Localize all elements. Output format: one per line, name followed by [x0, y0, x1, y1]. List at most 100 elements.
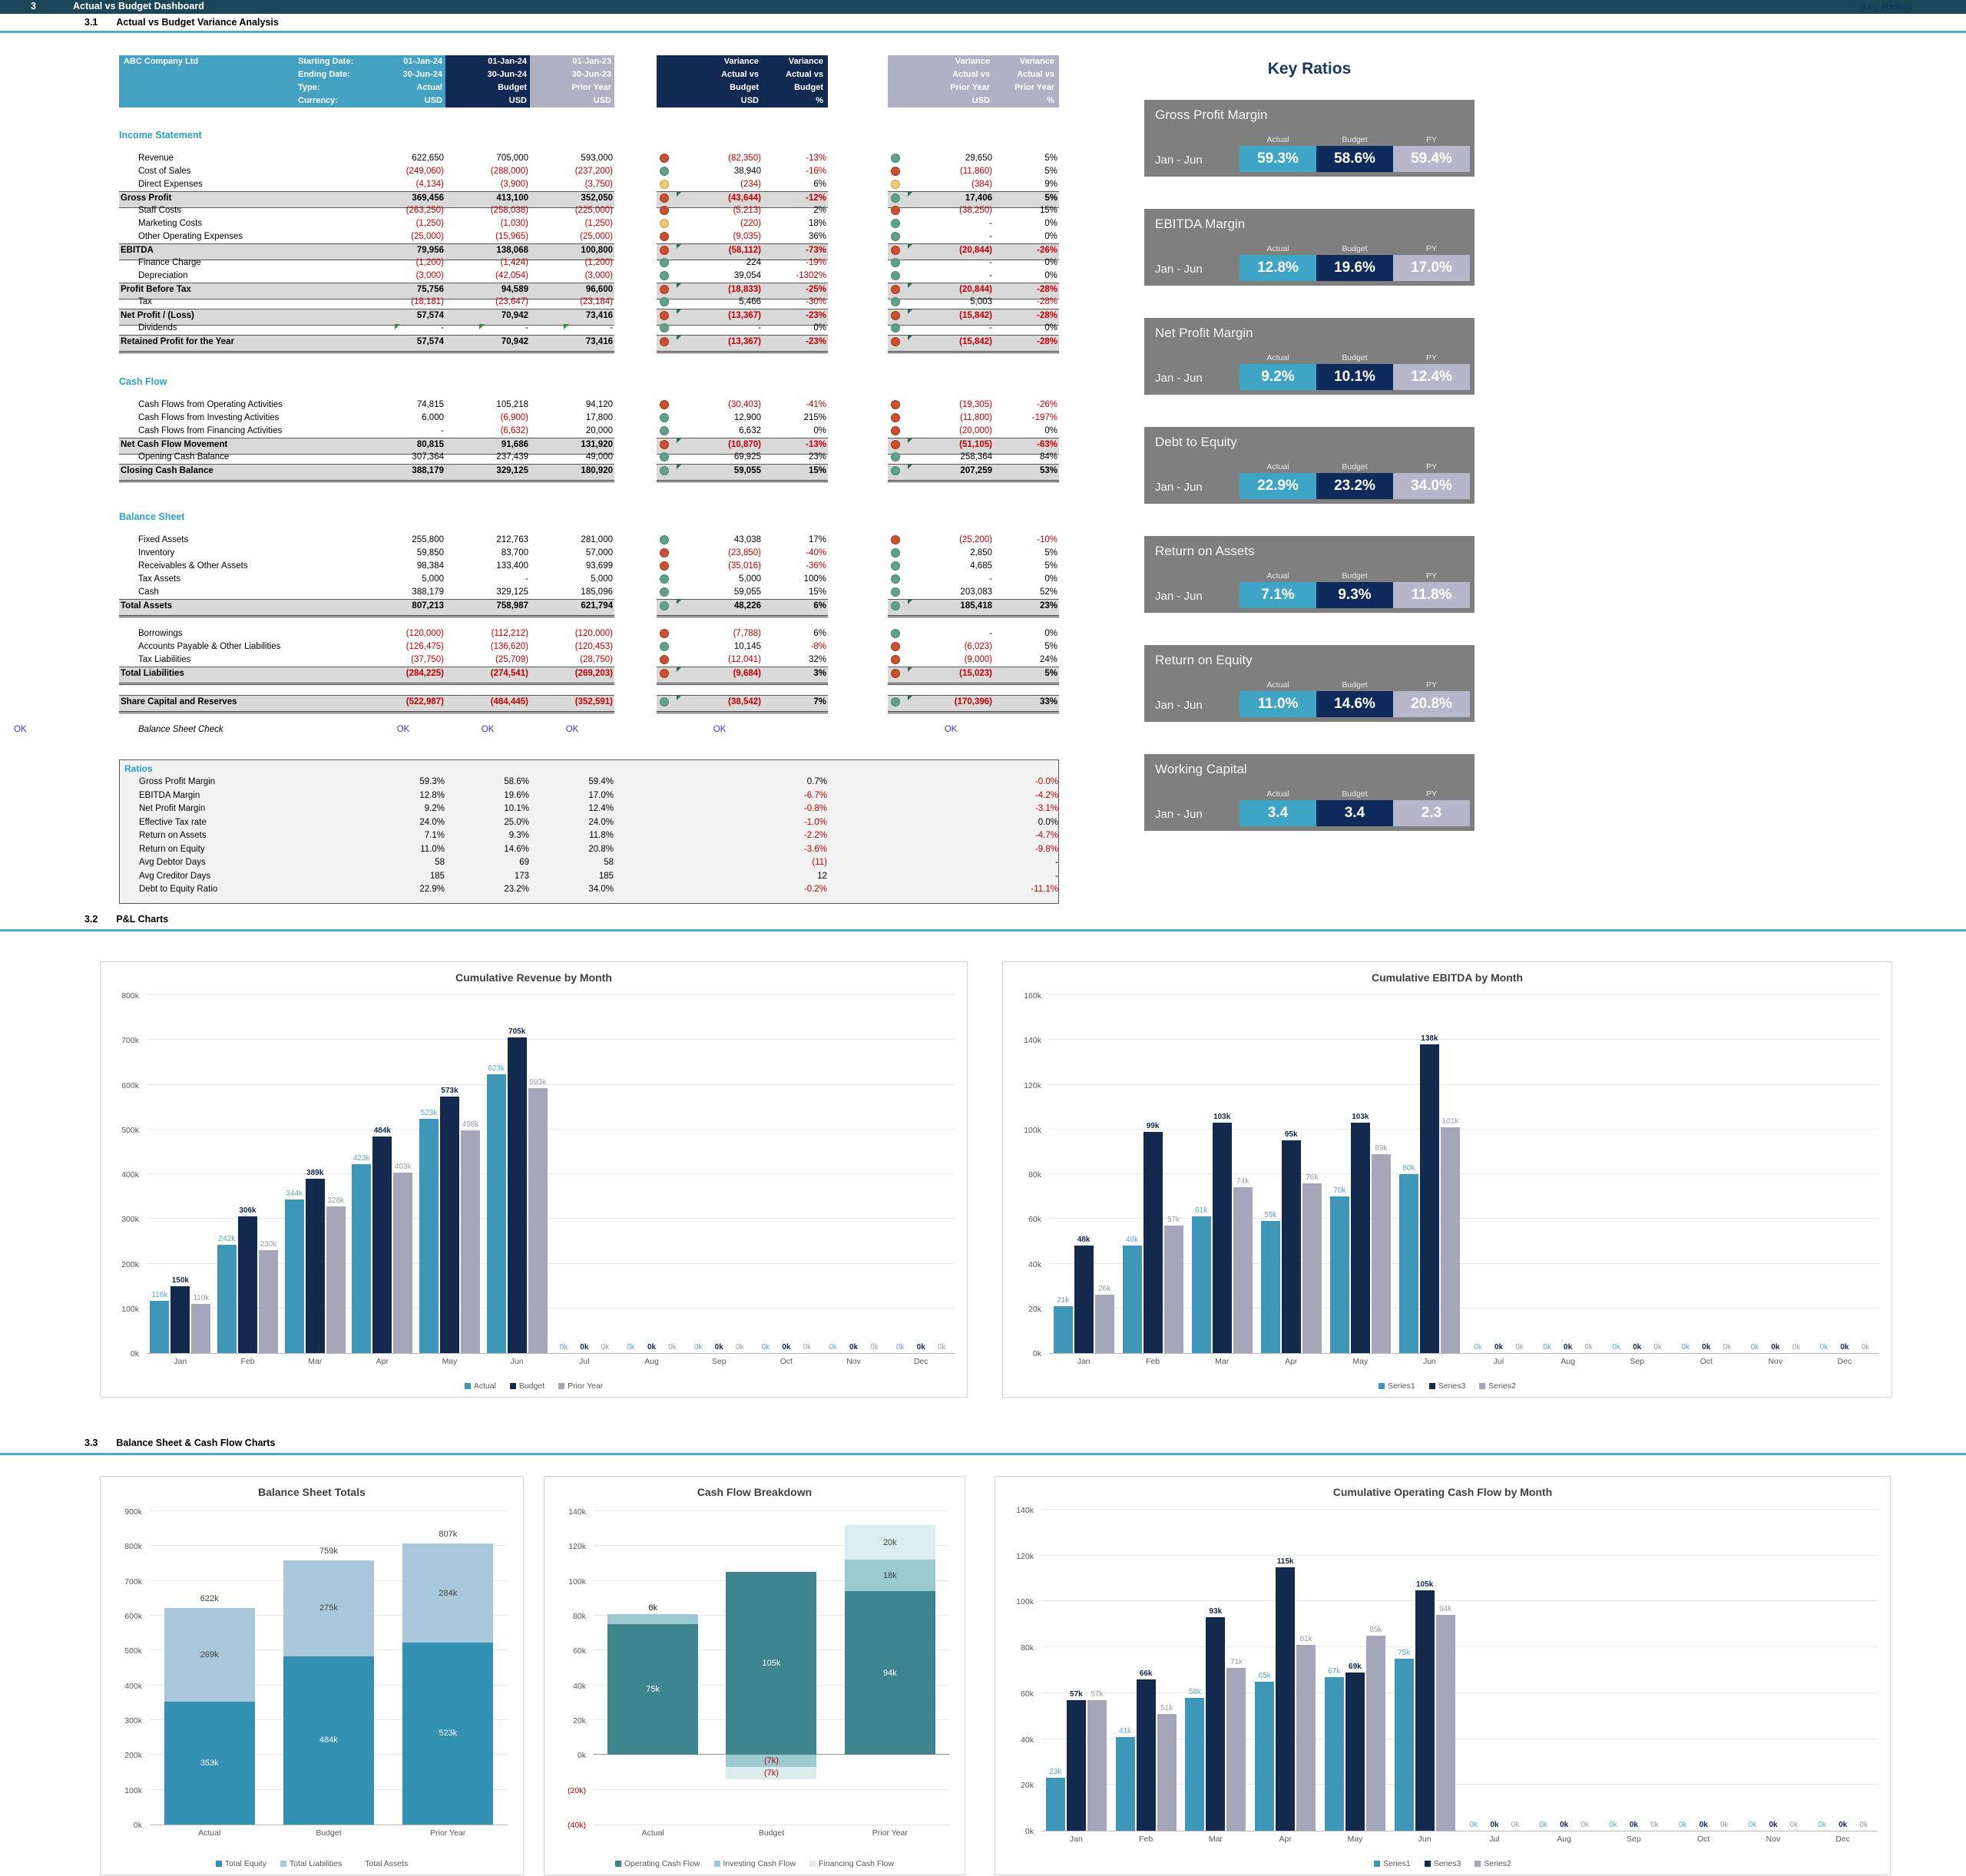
variance-cell: - [989, 574, 992, 584]
cell-corner-marker [677, 438, 681, 443]
bar: 110k [191, 1294, 211, 1353]
y-axis-tick: (40k) [568, 1821, 586, 1830]
key-ratio-card: Return on Assets Jan - Jun Actual Budget PY 7… [1144, 536, 1474, 613]
bar: 103k [1350, 1113, 1370, 1353]
variance-pct-cell: -28% [994, 283, 1059, 299]
bar-group: 0k 0k 0k [685, 996, 753, 1353]
value-cell: 75,756 [361, 283, 445, 299]
gridline [147, 994, 955, 995]
cell-corner-marker [908, 667, 912, 672]
bar-value-label: 0k [1560, 1821, 1569, 1829]
variance-pct-cell: 0% [1044, 258, 1057, 267]
bar-value-label: 80k [1402, 1164, 1415, 1173]
bar-value-label: 103k [1352, 1113, 1369, 1122]
rag-red-icon [891, 440, 900, 449]
y-axis-tick: 200k [121, 1259, 139, 1269]
bar-group: 242k 306k 230k [214, 996, 282, 1353]
rag-red-icon [660, 629, 669, 638]
variance-cell: 59,055 [677, 464, 763, 482]
variance-cell: (18,833) [677, 283, 763, 299]
ratio-variance: -3.1% [1034, 804, 1058, 813]
gridline [147, 1307, 955, 1309]
variance-pct-cell: 0% [813, 323, 826, 333]
gridline [1049, 1084, 1879, 1085]
rag-cell [657, 230, 677, 246]
value-cell: - [525, 574, 528, 584]
key-ratio-card: Gross Profit Margin Jan - Jun Actual Budget… [1144, 100, 1474, 177]
bar-segment: (7k) [726, 1767, 817, 1780]
x-axis-tick: Actual [198, 1828, 221, 1838]
variance-table: ABC Company Ltd Starting Date: Ending Da… [119, 55, 1059, 904]
y-axis-tick: 0k [1024, 1827, 1034, 1836]
y-axis-tick: 80k [1028, 1170, 1041, 1180]
rag-cell [657, 296, 677, 311]
gridline [1049, 994, 1879, 995]
variance-cell: (15,842) [908, 309, 994, 326]
chart-title: Cash Flow Breakdown [697, 1486, 813, 1498]
section-title: Balance Sheet & Cash Flow Charts [116, 1438, 276, 1448]
legend-label: Series1 [1388, 1381, 1415, 1391]
y-axis-tick: 300k [124, 1716, 142, 1725]
table-row: Marketing Costs (1,250) (1,030) (1,250) (220… [119, 217, 1059, 230]
variance-pct-cell: -23% [763, 335, 828, 353]
bar-value-label: 0k [1748, 1821, 1757, 1829]
y-axis-tick: 800k [124, 1542, 142, 1552]
variance-pct-cell: -1302% [796, 271, 826, 280]
legend-item: Financing Cash Flow [809, 1859, 894, 1868]
rag-green-icon [660, 413, 669, 422]
y-axis-tick: 20k [573, 1716, 586, 1725]
value-cell: 329,125 [445, 464, 530, 482]
rag-cell [888, 217, 908, 233]
rag-green-icon [660, 601, 669, 610]
rag-cell [888, 283, 908, 299]
bar-value-label: 0k [1469, 1821, 1478, 1829]
row-label: Cash Flows from Investing Activities [138, 413, 280, 422]
gridline [1041, 1554, 1878, 1556]
rag-green-icon [891, 232, 900, 241]
bar-value-label: 573k [441, 1087, 458, 1096]
value-cell: 20,000 [585, 426, 613, 435]
bar-value-label: 0k [829, 1343, 837, 1352]
x-axis-tick: Apr [1279, 1835, 1292, 1844]
rag-green-icon [891, 452, 900, 462]
ratio-value: 19.6% [504, 790, 529, 800]
key-ratio-py-value: 11.8% [1393, 582, 1470, 608]
row-label: Net Profit / (Loss) [119, 309, 361, 326]
bar-value-label: 705k [508, 1027, 526, 1037]
ratio-value: 9.2% [424, 804, 445, 813]
y-axis: 0k 100k 200k 300k 400k 500k 600k 700k 800k [101, 991, 145, 1358]
rag-green-icon [660, 697, 669, 706]
ratio-variance: -0.2% [803, 885, 827, 894]
value-cell: (23,647) [495, 297, 528, 306]
key-ratio-actual-value: 7.1% [1240, 582, 1316, 608]
bar-value-label: 0k [803, 1343, 812, 1352]
bar-value-label: 66k [1139, 1669, 1153, 1678]
table-row: Profit Before Tax 75,756 94,589 96,600 (18,8… [119, 283, 1059, 299]
value-cell: (3,900) [500, 180, 528, 189]
rag-cell [657, 191, 677, 208]
variance-pct-cell: 6% [763, 599, 828, 617]
bar-value-label: 0k [559, 1343, 568, 1352]
row-label: Accounts Payable & Other Liabilities [138, 642, 281, 651]
ratio-value: 11.8% [589, 831, 614, 840]
y-axis-tick: 100k [124, 1785, 142, 1795]
variance-cell: (384) [971, 180, 992, 189]
bar-value-label: 0k [1819, 1343, 1829, 1352]
bar-segment [607, 1613, 699, 1625]
bar: 61k [1191, 1206, 1211, 1353]
legend-item: Budget [509, 1381, 544, 1391]
row-label: Retained Profit for the Year [119, 335, 361, 353]
rag-cell [657, 217, 677, 233]
row-label: Direct Expenses [138, 180, 203, 189]
bar-group: 623k 705k 593k [483, 996, 551, 1353]
legend-swatch [558, 1383, 565, 1389]
bar-value-label: 0k [1564, 1343, 1573, 1352]
rag-red-icon [660, 154, 669, 163]
bar-value-label: 0k [1840, 1343, 1849, 1352]
variance-cell: OK [713, 725, 726, 734]
segment-value-label: 353k [200, 1758, 219, 1768]
variance-cell: 43,038 [733, 535, 761, 544]
bar: 26k [1094, 1285, 1114, 1353]
x-axis-tick: Actual [641, 1828, 664, 1838]
